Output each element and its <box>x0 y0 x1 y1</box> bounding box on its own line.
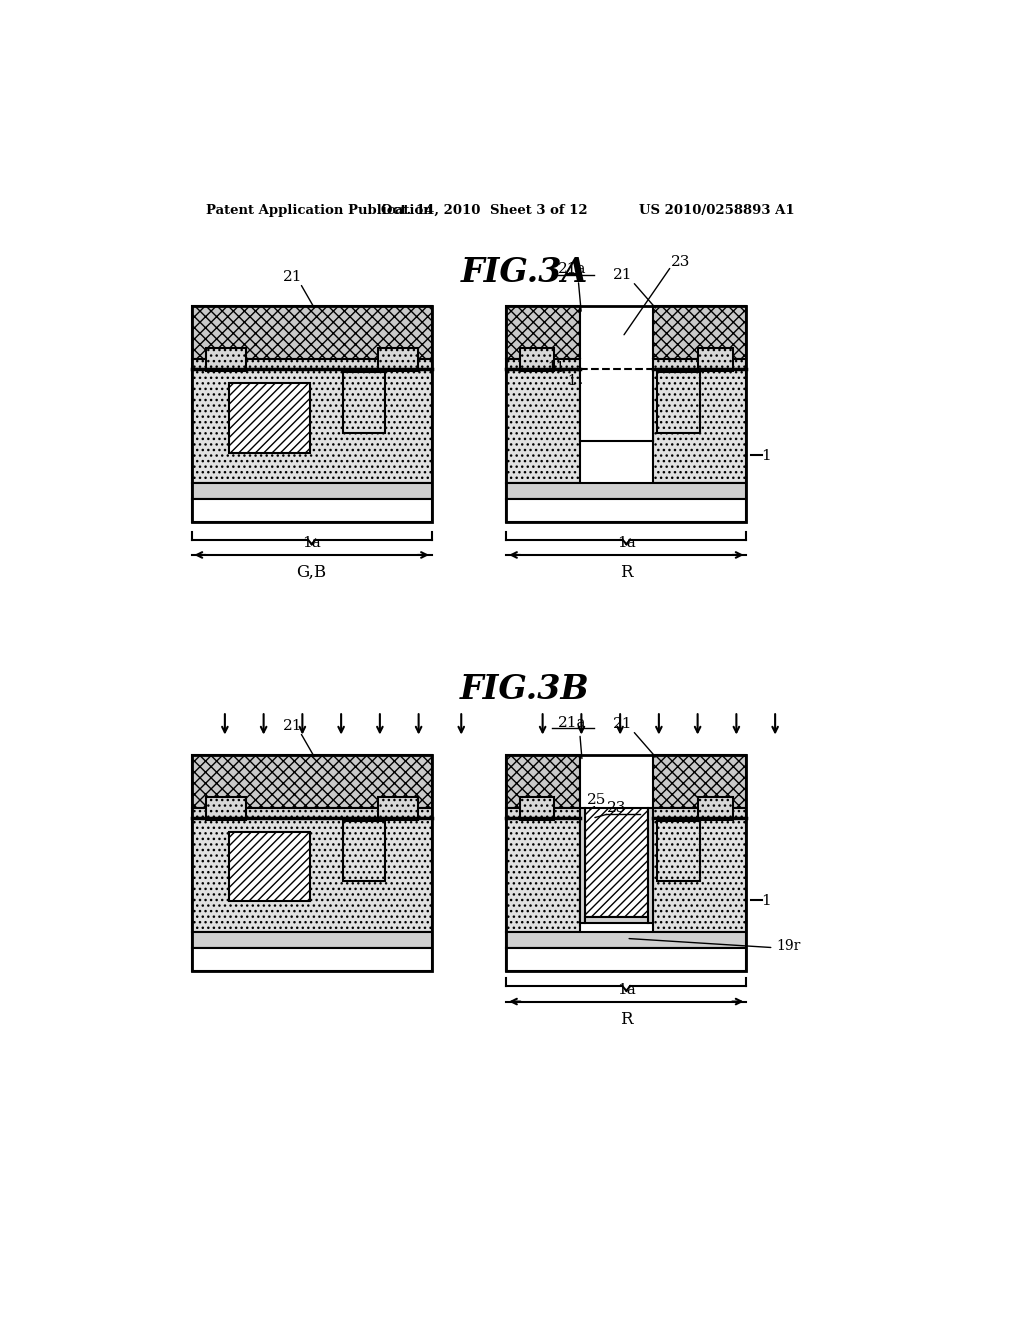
Bar <box>506 499 746 521</box>
Text: 23: 23 <box>671 255 690 268</box>
Text: 1: 1 <box>567 374 577 388</box>
Bar <box>191 499 432 521</box>
Bar <box>343 372 385 433</box>
Bar <box>653 755 746 808</box>
Bar <box>506 948 746 970</box>
Text: 11: 11 <box>548 360 565 375</box>
Text: US 2010/0258893 A1: US 2010/0258893 A1 <box>639 205 795 218</box>
Text: 21: 21 <box>612 717 632 731</box>
Text: Sheet 3 of 12: Sheet 3 of 12 <box>489 205 588 218</box>
Bar <box>586 917 648 923</box>
Bar <box>653 306 746 359</box>
Bar <box>191 808 432 818</box>
Text: FIG.3A: FIG.3A <box>461 256 589 289</box>
Bar <box>506 306 746 521</box>
Bar <box>586 808 648 917</box>
Bar <box>506 359 580 370</box>
Bar <box>520 348 554 371</box>
Text: 21: 21 <box>283 719 302 733</box>
Bar <box>206 348 246 371</box>
Bar <box>506 306 580 359</box>
Bar <box>506 370 580 483</box>
Text: 1a: 1a <box>616 983 636 997</box>
Text: 25: 25 <box>587 793 606 807</box>
Text: 19r: 19r <box>776 939 801 953</box>
Bar <box>191 948 432 970</box>
Text: 23: 23 <box>607 800 627 814</box>
Text: R: R <box>621 1011 633 1028</box>
Text: G,B: G,B <box>297 564 327 581</box>
Bar <box>191 306 432 521</box>
Bar <box>343 821 385 882</box>
Bar <box>698 348 732 371</box>
Text: 21a: 21a <box>558 263 587 276</box>
Text: 21: 21 <box>283 271 302 284</box>
Bar <box>506 932 746 948</box>
Bar <box>653 370 746 483</box>
Text: 1: 1 <box>761 449 771 463</box>
Text: 1: 1 <box>761 895 771 908</box>
Text: FIG.3B: FIG.3B <box>460 673 590 706</box>
Bar <box>506 808 580 818</box>
Bar <box>657 372 700 433</box>
Bar <box>520 797 554 820</box>
Bar <box>378 797 418 820</box>
Bar <box>191 932 432 948</box>
Bar <box>228 832 310 902</box>
Bar <box>506 755 580 808</box>
Text: 21a: 21a <box>558 715 587 730</box>
Text: 21: 21 <box>612 268 632 282</box>
Bar <box>648 808 653 923</box>
Bar <box>506 818 580 932</box>
Bar <box>506 483 746 499</box>
Bar <box>378 348 418 371</box>
Text: 1a: 1a <box>616 536 636 550</box>
Bar <box>580 808 586 923</box>
Text: 1a: 1a <box>302 536 322 550</box>
Bar <box>191 359 432 370</box>
Bar <box>698 797 732 820</box>
Bar <box>191 818 432 932</box>
Text: Oct. 14, 2010: Oct. 14, 2010 <box>381 205 480 218</box>
Bar <box>191 306 432 359</box>
Bar <box>653 808 746 818</box>
Bar <box>653 818 746 932</box>
Bar <box>228 383 310 453</box>
Bar <box>653 359 746 370</box>
Bar <box>506 755 746 970</box>
Text: Patent Application Publication: Patent Application Publication <box>206 205 432 218</box>
Bar <box>191 755 432 970</box>
Bar <box>580 359 653 441</box>
Bar <box>191 483 432 499</box>
Bar <box>191 755 432 808</box>
Bar <box>657 821 700 882</box>
Bar <box>206 797 246 820</box>
Bar <box>191 370 432 483</box>
Text: R: R <box>621 564 633 581</box>
